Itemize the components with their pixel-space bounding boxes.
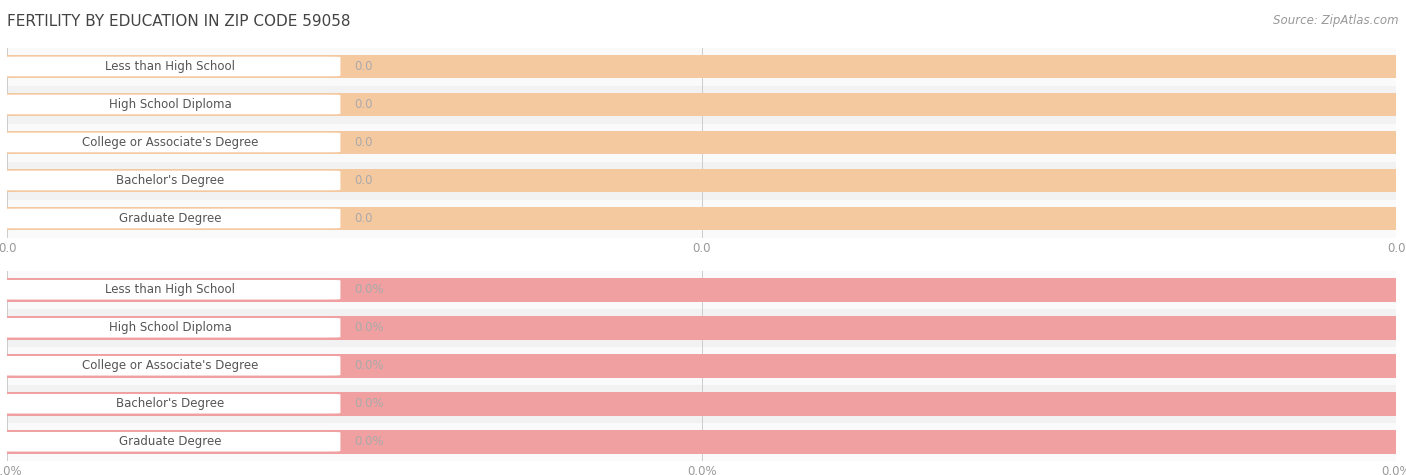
FancyBboxPatch shape <box>0 95 340 114</box>
Text: 0.0%: 0.0% <box>354 321 384 334</box>
Text: High School Diploma: High School Diploma <box>108 321 232 334</box>
Text: 0.0: 0.0 <box>354 136 373 149</box>
Bar <box>0 162 1406 199</box>
Bar <box>7 169 1396 192</box>
Bar <box>7 278 1396 302</box>
Text: 0.0%: 0.0% <box>354 435 384 448</box>
Text: 0.0: 0.0 <box>354 98 373 111</box>
Bar <box>0 385 1406 423</box>
Text: Less than High School: Less than High School <box>105 60 235 73</box>
Text: 0.0%: 0.0% <box>354 283 384 296</box>
Bar <box>0 200 1406 238</box>
Text: Less than High School: Less than High School <box>105 283 235 296</box>
Text: Bachelor's Degree: Bachelor's Degree <box>117 174 225 187</box>
Text: High School Diploma: High School Diploma <box>108 98 232 111</box>
Text: Graduate Degree: Graduate Degree <box>120 212 222 225</box>
Text: College or Associate's Degree: College or Associate's Degree <box>82 136 259 149</box>
Bar <box>0 271 1406 309</box>
FancyBboxPatch shape <box>0 318 340 338</box>
Text: Graduate Degree: Graduate Degree <box>120 435 222 448</box>
Text: Source: ZipAtlas.com: Source: ZipAtlas.com <box>1274 14 1399 27</box>
FancyBboxPatch shape <box>0 133 340 152</box>
Bar <box>7 430 1396 454</box>
Bar <box>7 316 1396 340</box>
Bar <box>7 392 1396 416</box>
Text: FERTILITY BY EDUCATION IN ZIP CODE 59058: FERTILITY BY EDUCATION IN ZIP CODE 59058 <box>7 14 350 29</box>
FancyBboxPatch shape <box>0 209 340 228</box>
Bar <box>7 354 1396 378</box>
FancyBboxPatch shape <box>0 356 340 376</box>
Text: 0.0: 0.0 <box>354 60 373 73</box>
Bar <box>7 131 1396 154</box>
Text: 0.0%: 0.0% <box>354 397 384 410</box>
FancyBboxPatch shape <box>0 280 340 300</box>
Bar <box>0 86 1406 124</box>
FancyBboxPatch shape <box>0 432 340 452</box>
Bar <box>0 48 1406 86</box>
FancyBboxPatch shape <box>0 394 340 414</box>
Text: College or Associate's Degree: College or Associate's Degree <box>82 359 259 372</box>
Text: 0.0%: 0.0% <box>354 359 384 372</box>
Text: Bachelor's Degree: Bachelor's Degree <box>117 397 225 410</box>
Bar <box>7 93 1396 116</box>
FancyBboxPatch shape <box>0 171 340 190</box>
Bar <box>0 423 1406 461</box>
FancyBboxPatch shape <box>0 57 340 76</box>
Text: 0.0: 0.0 <box>354 174 373 187</box>
Text: 0.0: 0.0 <box>354 212 373 225</box>
Bar <box>0 309 1406 347</box>
Bar <box>7 207 1396 230</box>
Bar <box>0 347 1406 385</box>
Bar <box>7 55 1396 78</box>
Bar <box>0 124 1406 162</box>
